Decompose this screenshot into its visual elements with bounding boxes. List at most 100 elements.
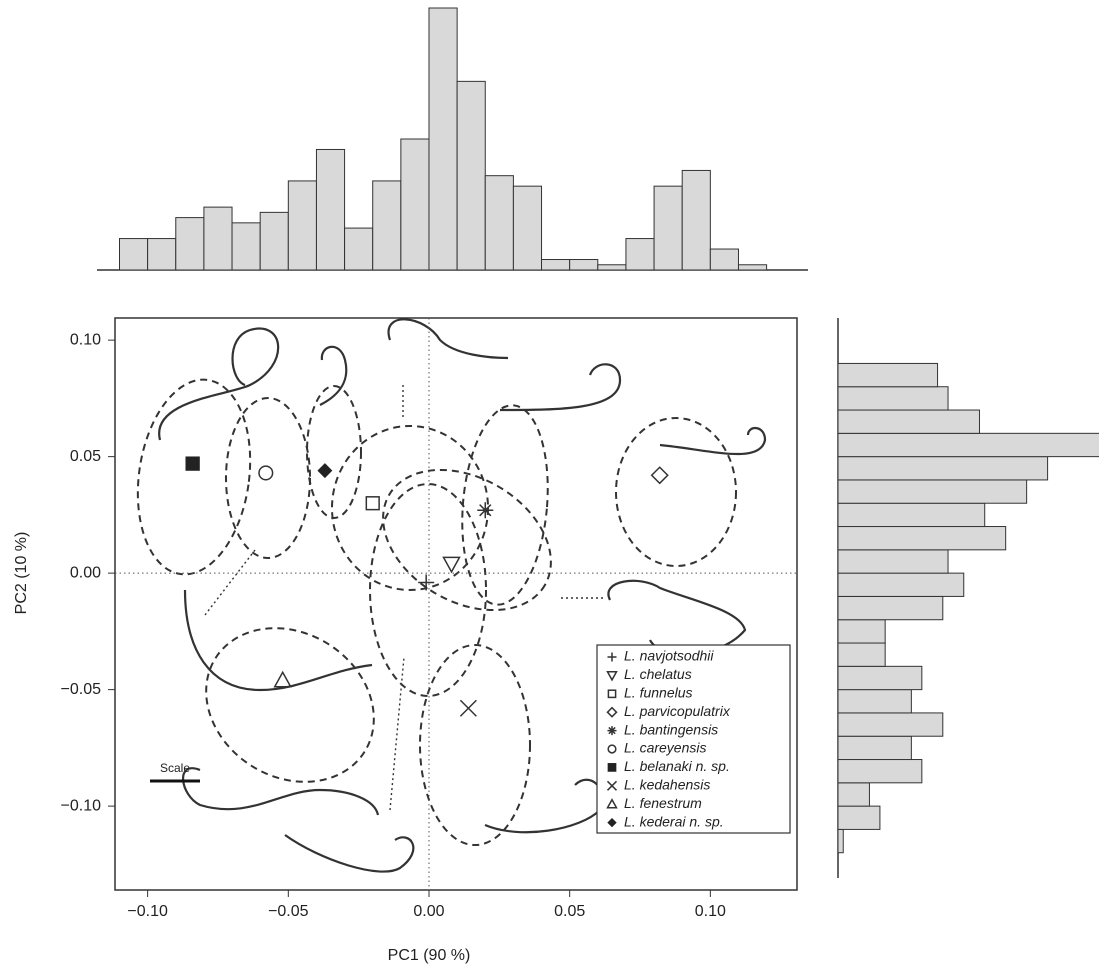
- hist-bar: [837, 828, 844, 854]
- hist-bar: [625, 238, 655, 271]
- hist-bar: [147, 238, 177, 271]
- hist-bar: [837, 712, 944, 737]
- drawing: [319, 345, 348, 406]
- ellipse: [306, 385, 362, 519]
- legend-marker: [607, 763, 617, 772]
- hist-bar: [287, 180, 317, 271]
- legend-marker: [607, 689, 617, 699]
- hist-bar: [837, 549, 949, 574]
- hist-bar: [315, 148, 346, 271]
- hist-bar: [484, 175, 514, 271]
- y-tick-label: 0.00: [70, 564, 101, 581]
- legend: L. navjotsodhii L. chelatus L. funnelus L. …: [606, 648, 731, 829]
- hist-bar: [837, 526, 1007, 551]
- y-tick-label: 0.10: [70, 331, 101, 348]
- hist-bar: [837, 572, 965, 597]
- hist-bar: [231, 222, 261, 271]
- hist-bar: [428, 7, 458, 271]
- hist-bar: [259, 211, 289, 271]
- hist-bar: [837, 502, 986, 528]
- ellipse: [205, 627, 375, 783]
- y-tick-label: −0.10: [61, 797, 102, 814]
- drawing: [284, 834, 415, 873]
- drawing: [607, 579, 747, 655]
- hist-bar: [512, 185, 543, 271]
- hist-bar: [344, 227, 374, 271]
- hist-bar: [837, 362, 939, 388]
- hist-bar: [456, 80, 486, 271]
- x-tick-label: 0.05: [554, 903, 585, 920]
- hist-bar: [681, 169, 711, 271]
- ellipse: [136, 378, 252, 576]
- hist-bar: [837, 409, 980, 434]
- hist-bar: [837, 619, 886, 644]
- hist-bar: [837, 479, 1028, 504]
- point: [459, 699, 477, 717]
- hist-bar: [203, 206, 233, 271]
- legend-box: [596, 644, 791, 834]
- y-tick-label: −0.05: [61, 681, 102, 698]
- ellipse: [461, 404, 549, 606]
- y-tick-label: 0.05: [70, 448, 101, 465]
- hist-bar: [400, 138, 430, 271]
- scale-label: Scale: [160, 761, 190, 775]
- legend-marker: [606, 798, 618, 809]
- point: [418, 574, 435, 591]
- x-axis-label: PC1 (90 %): [388, 947, 471, 964]
- legend-marker: [607, 726, 617, 736]
- point: [365, 496, 380, 511]
- legend-label: L. parvicopulatrix: [624, 703, 731, 719]
- hist-bar: [541, 259, 571, 271]
- plot-frame: [114, 317, 798, 891]
- x-tick-label: −0.10: [127, 903, 168, 920]
- arrow: [204, 549, 256, 616]
- hist-bar: [837, 386, 949, 411]
- ellipse: [615, 417, 737, 567]
- hist-bar: [837, 735, 912, 761]
- hist-bar: [737, 264, 768, 271]
- hist-bar: [837, 782, 870, 807]
- drawing: [499, 363, 622, 412]
- x-tick-label: 0.00: [413, 903, 444, 920]
- hist-bar: [372, 180, 402, 271]
- legend-label: L. chelatus: [624, 666, 692, 682]
- legend-label: L. navjotsodhii: [624, 648, 714, 664]
- legend-marker: [607, 817, 617, 828]
- hist-bar: [837, 665, 923, 691]
- hist-bar: [837, 456, 1049, 481]
- legend-label: L. careyensis: [624, 740, 706, 756]
- legend-marker: [606, 706, 618, 718]
- point: [442, 556, 461, 574]
- y-axis-label: PC2 (10 %): [13, 532, 30, 615]
- point: [185, 456, 200, 471]
- drawing: [484, 778, 604, 834]
- hist-bar: [119, 238, 149, 271]
- point: [477, 502, 494, 519]
- drawing: [182, 767, 380, 816]
- arrow: [389, 656, 405, 811]
- hist-bar: [597, 264, 627, 271]
- legend-label: L. kederai n. sp.: [624, 813, 724, 829]
- legend-label: L. fenestrum: [624, 795, 702, 811]
- ellipses: [136, 378, 737, 846]
- point: [258, 465, 274, 481]
- point: [650, 466, 669, 485]
- ellipse: [331, 425, 489, 591]
- x-tick-label: −0.05: [268, 903, 309, 920]
- arrows: [204, 385, 603, 811]
- hist-bar: [709, 248, 739, 271]
- ellipse: [419, 644, 531, 846]
- legend-label: L. funnelus: [624, 685, 693, 701]
- legend-marker: [607, 744, 617, 754]
- ellipse: [369, 483, 487, 697]
- hist-bar: [569, 259, 599, 271]
- drawing: [183, 589, 373, 692]
- drawing: [659, 427, 767, 456]
- point: [317, 463, 333, 479]
- ellipse: [225, 397, 311, 559]
- legend-label: L. bantingensis: [624, 721, 718, 737]
- drawing: [387, 318, 509, 360]
- hist-bar: [837, 759, 923, 784]
